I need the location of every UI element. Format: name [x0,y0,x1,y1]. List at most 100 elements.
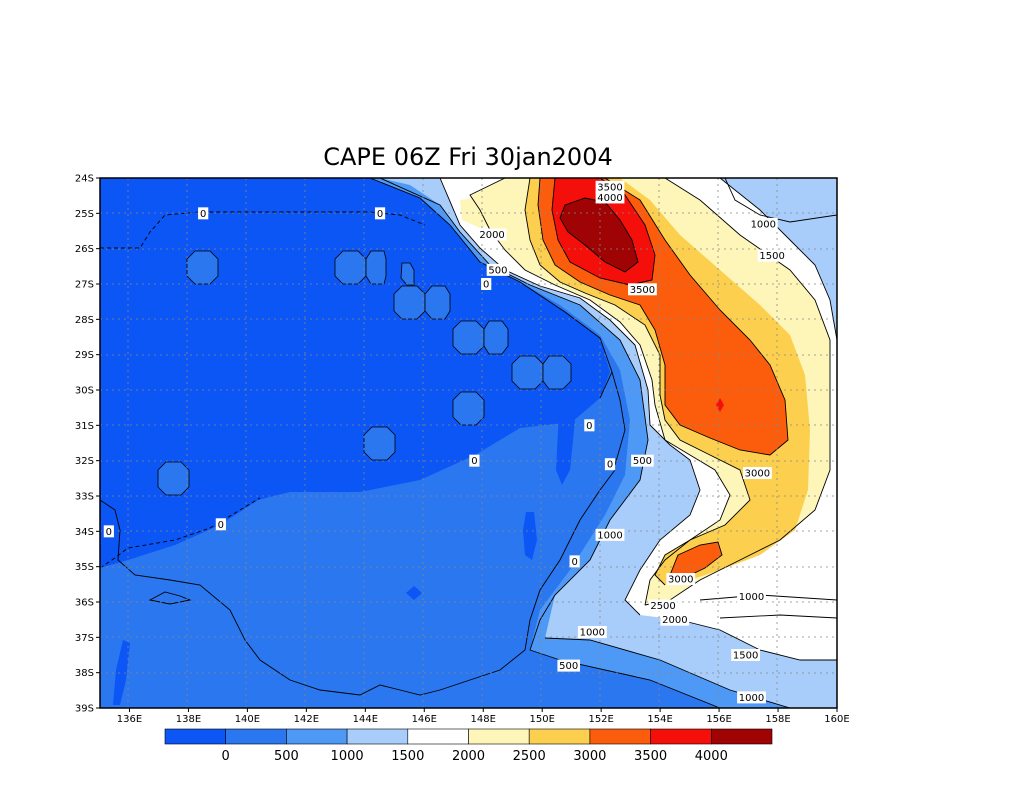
colorbar-label: 4000 [695,749,728,764]
contour-label: 3000 [745,469,770,480]
x-tick-label: 158E [765,714,790,725]
contour-label-bg [595,191,625,204]
contour-500 [379,178,649,651]
contour-label-bg [569,555,580,568]
contour-label: 1000 [580,628,605,639]
contour-label-bg [577,626,607,639]
contour-label-bg [595,180,625,193]
octagon-patch [363,426,396,461]
contour-label: 1500 [759,251,784,262]
contour-2500 [644,178,831,606]
contour-1500 [719,178,837,341]
contour-2000 [524,178,751,586]
x-tick-label: 150E [529,714,554,725]
contour-label: 2500 [650,601,675,612]
contour-label-bg [628,283,657,296]
y-tick-label: 39S [75,704,94,715]
x-tick-label: 136E [117,714,142,725]
colorbar-swatch [407,728,469,745]
colorbar-swatch [468,728,530,745]
x-tick-label: 146E [412,714,437,725]
y-tick-label: 35S [75,562,94,573]
colorbar-swatch [710,728,773,745]
colorbar-swatch [589,728,651,745]
contour-label-bg [595,528,625,541]
contour-label: 1000 [597,530,622,541]
contour-1000 [724,178,837,223]
x-tick-label: 148E [471,714,496,725]
contour-label-bg [737,691,766,704]
band-4000-plus [560,198,638,272]
octagon-patch [157,461,190,496]
contour-label: 0 [218,520,224,531]
x-axis: 136E 138E 140E 142E 144E 146E 148E 150E 152E 154E… [117,708,850,725]
y-tick-label: 37S [75,633,94,644]
map-title: CAPE 06Z Fri 30jan2004 [323,143,612,171]
octagon-patches [157,250,572,496]
contour-3000 [537,178,789,456]
contour-label: 3000 [668,575,693,586]
y-tick-label: 25S [75,209,94,220]
contour-label: 1000 [751,219,776,230]
contour-label: 2000 [662,615,687,626]
contour-label: 0 [586,421,592,432]
band-below-0 [100,178,610,568]
y-tick-label: 24S [75,174,94,185]
contour-label: 3500 [597,182,622,193]
x-tick-label: 152E [588,714,613,725]
x-tick-label: 154E [647,714,672,725]
colorbar-swatch [528,728,591,745]
contour-label: 3500 [630,285,655,296]
x-tick-label: 138E [176,714,201,725]
contour-label-bg [648,599,678,612]
plot-frame [99,177,838,709]
contour-label: 0 [483,280,489,291]
cape-field [100,178,837,708]
contour-label: 1000 [739,592,764,603]
contour-label-bg [477,228,507,241]
contour-label-bg [198,207,209,220]
contour-label-bg [737,590,766,603]
contour-label-bg [584,419,595,432]
y-tick-label: 34S [75,527,94,538]
coastline [611,371,626,466]
colorbar-label: 2000 [452,749,485,764]
contour-label: 4000 [597,193,622,204]
colorbar-label: 3000 [573,749,606,764]
contour-label-bg [631,454,654,467]
y-tick-label: 31S [75,421,94,432]
band-2000-2500 [460,196,505,228]
octagon-patch [365,250,387,285]
contour-label-bg [486,263,510,276]
contour-label: 0 [471,456,477,467]
octagon-patch [452,391,485,426]
y-tick-label: 27S [75,280,94,291]
x-tick-label: 144E [353,714,378,725]
contour-label-bg [215,518,226,531]
contour-label-bg [604,458,616,471]
y-axis: 24S 25S 26S 27S 28S 29S 30S 31S 32S 33S 34S 35S 36S 3… [75,174,100,715]
coastline [100,469,616,696]
contour-label-bg [731,649,761,661]
octagon-patch [400,262,415,286]
colorbar-swatch [225,728,287,745]
blob-below-0 [113,640,130,705]
contour-label: 0 [106,527,112,538]
contour-label-bg [481,278,492,290]
octagon-patch [334,250,367,285]
y-tick-label: 30S [75,386,94,397]
octagon-patch [424,285,451,320]
contour-0 [369,178,613,399]
contour-label-bg [757,249,787,262]
y-tick-label: 28S [75,315,94,326]
y-tick-label: 36S [75,598,94,609]
contour-label-bg [374,207,386,220]
blob-below-0 [406,586,422,600]
contour-1000 [719,614,837,619]
contour-label-bg [748,217,778,230]
blob-below-0 [523,512,537,560]
x-tick-label: 160E [824,714,849,725]
